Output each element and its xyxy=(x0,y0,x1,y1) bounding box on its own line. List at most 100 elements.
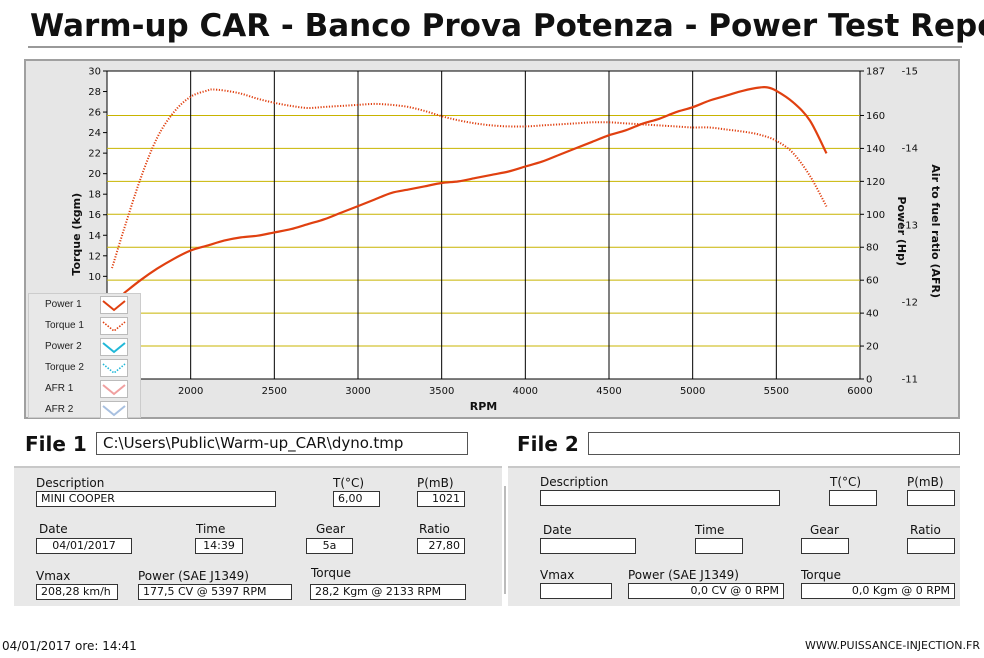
y-afr-tick-label: -13 xyxy=(902,221,918,232)
file1-pressure-field[interactable]: 1021 xyxy=(417,491,465,507)
y-right-axis-title: Power (Hp) xyxy=(895,196,908,266)
y-left-tick-label: 28 xyxy=(88,87,101,98)
chart-legend: Power 1 Torque 1 Power 2 Torque 2 AFR 1 AFR 2 xyxy=(28,293,142,421)
file2-pressure-field[interactable] xyxy=(907,490,955,506)
file1-date-field[interactable]: 04/01/2017 xyxy=(36,538,132,554)
x-tick-label: 5000 xyxy=(680,386,705,397)
x-axis-title: RPM xyxy=(470,400,497,413)
file1-temp-field[interactable]: 6,00 xyxy=(333,491,380,507)
y-left-tick-label: 20 xyxy=(88,169,101,180)
x-tick-label: 2000 xyxy=(178,386,203,397)
series-line-torque-1 xyxy=(111,88,828,269)
legend-item: Torque 2 xyxy=(29,358,142,379)
y-right-tick-label: 100 xyxy=(866,210,885,221)
legend-item: Power 2 xyxy=(29,337,142,358)
y-left-tick-label: 26 xyxy=(88,108,101,119)
file1-description-field[interactable]: MINI COOPER xyxy=(36,491,276,507)
file2-ratio-field[interactable] xyxy=(907,538,955,554)
legend-label: Torque 1 xyxy=(45,320,84,331)
file2-pressure-label: P(mB) xyxy=(907,475,944,489)
y-left-tick-label: 14 xyxy=(88,231,101,242)
y-right-tick-label: 187 xyxy=(866,67,885,78)
footer-timestamp: 04/01/2017 ore: 14:41 xyxy=(2,639,137,653)
legend-label: AFR 1 xyxy=(45,383,74,394)
file2-description-field[interactable] xyxy=(540,490,780,506)
file1-pressure-label: P(mB) xyxy=(417,476,454,490)
y-left-tick-label: 18 xyxy=(88,190,101,201)
file2-time-label: Time xyxy=(695,523,725,537)
legend-swatch[interactable] xyxy=(100,380,128,398)
file2-time-field[interactable] xyxy=(695,538,743,554)
file2-gear-label: Gear xyxy=(810,523,839,537)
y-right-tick-label: 60 xyxy=(866,276,879,287)
file1-power-field[interactable]: 177,5 CV @ 5397 RPM xyxy=(138,584,292,600)
legend-label: Power 1 xyxy=(45,299,82,310)
file2-power-field[interactable]: 0,0 CV @ 0 RPM xyxy=(628,583,784,599)
file1-temp-label: T(°C) xyxy=(333,476,365,490)
legend-swatch[interactable] xyxy=(100,317,128,335)
file2-label: File 2 xyxy=(517,432,579,456)
legend-swatch[interactable] xyxy=(100,359,128,377)
x-tick-label: 6000 xyxy=(847,386,872,397)
file1-power-label: Power (SAE J1349) xyxy=(138,569,249,583)
file1-path-input[interactable]: C:\Users\Public\Warm-up_CAR\dyno.tmp xyxy=(96,432,468,455)
legend-label: Power 2 xyxy=(45,341,82,352)
file1-date-label: Date xyxy=(39,522,68,536)
file2-torque-field[interactable]: 0,0 Kgm @ 0 RPM xyxy=(801,583,955,599)
legend-swatch[interactable] xyxy=(100,401,128,419)
x-tick-label: 5500 xyxy=(764,386,789,397)
x-tick-label: 3000 xyxy=(345,386,370,397)
file1-time-field[interactable]: 14:39 xyxy=(195,538,243,554)
x-tick-label: 2500 xyxy=(262,386,287,397)
file2-vmax-label: Vmax xyxy=(540,568,575,582)
y-right-tick-label: 40 xyxy=(866,309,879,320)
footer-website: WWW.PUISSANCE-INJECTION.FR xyxy=(805,639,980,652)
x-tick-label: 3500 xyxy=(429,386,454,397)
y-afr-tick-label: -14 xyxy=(902,144,918,155)
y-left-tick-label: 22 xyxy=(88,149,101,160)
file1-vmax-field[interactable]: 208,28 km/h xyxy=(36,584,118,600)
file2-torque-label: Torque xyxy=(801,568,841,582)
file1-torque-label: Torque xyxy=(311,566,351,580)
file1-gear-field[interactable]: 5a xyxy=(306,538,353,554)
file2-panel xyxy=(508,466,960,606)
file2-gear-field[interactable] xyxy=(801,538,849,554)
file2-vmax-field[interactable] xyxy=(540,583,612,599)
dyno-chart: 10 12 14 16 18 20 22 24 26 28 30 0 20 40 60 80 100 120 140… xyxy=(24,59,960,419)
file1-torque-field[interactable]: 28,2 Kgm @ 2133 RPM xyxy=(310,584,466,600)
y-left-tick-label: 12 xyxy=(88,251,101,262)
legend-item: Power 1 xyxy=(29,295,142,316)
y-left-tick-label: 30 xyxy=(88,67,101,78)
y-right-tick-label: 80 xyxy=(866,243,879,254)
x-tick-label: 4000 xyxy=(513,386,538,397)
y-right-tick-label: 160 xyxy=(866,111,885,122)
file1-label: File 1 xyxy=(25,432,87,456)
file1-panel xyxy=(14,466,502,606)
file1-ratio-field[interactable]: 27,80 xyxy=(417,538,465,554)
y-right-tick-label: 120 xyxy=(866,177,885,188)
x-tick-label: 4500 xyxy=(596,386,621,397)
y-left-tick-label: 16 xyxy=(88,210,101,221)
file2-power-label: Power (SAE J1349) xyxy=(628,568,739,582)
file2-path-input[interactable] xyxy=(588,432,960,455)
file2-description-label: Description xyxy=(540,475,609,489)
file2-ratio-label: Ratio xyxy=(910,523,941,537)
title-divider xyxy=(28,46,962,48)
y-right-tick-label: 20 xyxy=(866,342,879,353)
file1-vmax-label: Vmax xyxy=(36,569,71,583)
series-line-power-1 xyxy=(123,85,828,295)
legend-item: Torque 1 xyxy=(29,316,142,337)
y-afr-axis-title: Air to fuel ratio (AFR) xyxy=(929,164,942,298)
legend-swatch[interactable] xyxy=(100,296,128,314)
y-afr-tick-label: -11 xyxy=(902,375,918,386)
legend-item: AFR 2 xyxy=(29,400,142,421)
y-right-tick-label: 140 xyxy=(866,144,885,155)
file2-temp-field[interactable] xyxy=(829,490,877,506)
y-afr-tick-label: -15 xyxy=(902,67,918,78)
y-left-axis-title: Torque (kgm) xyxy=(70,193,83,276)
legend-swatch[interactable] xyxy=(100,338,128,356)
report-title: Warm-up CAR - Banco Prova Potenza - Powe… xyxy=(30,8,984,44)
plot-area xyxy=(106,70,861,380)
file2-date-field[interactable] xyxy=(540,538,636,554)
file2-date-label: Date xyxy=(543,523,572,537)
